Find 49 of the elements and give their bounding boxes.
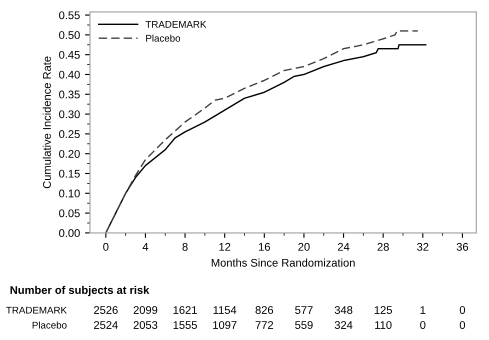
text: 1 [420,306,426,314]
x-tick-label: 28 [378,242,389,251]
text: 1621 [174,306,197,314]
y-tick-label: 0.40 [59,70,80,79]
text: 0 [460,321,466,329]
text: 772 [256,321,274,329]
y-axis-title: Cumulative Incidence Rate [42,56,51,188]
x-tick-label: 32 [417,242,428,251]
y-tick-label: 0.05 [59,209,80,218]
text: Placebo [32,321,67,329]
text: TRADEMARK [6,306,67,314]
y-tick-label: 0.00 [59,229,80,238]
x-tick-label: 16 [258,242,270,251]
y-tick-label: 0.45 [59,50,80,59]
x-axis-title: Months Since Randomization [212,258,355,267]
text: 324 [334,321,352,329]
y-tick-label: 0.10 [59,190,80,198]
legend-label: TRADEMARK [146,21,206,28]
text: 1555 [174,321,197,329]
text: 2099 [134,306,158,314]
x-tick-label: 8 [182,242,188,251]
text: 348 [334,306,352,314]
text: 110 [375,321,392,329]
text: 1097 [213,321,236,329]
text: 2053 [134,321,158,329]
x-tick-label: 36 [456,242,468,251]
x-tick-label: 20 [298,242,310,251]
text: 559 [295,321,313,329]
x-tick-label: 0 [103,242,108,251]
text: 2526 [94,306,118,314]
x-tick-label: 24 [338,242,350,251]
y-tick-label: 0.50 [59,31,80,40]
x-tick-label: 12 [219,242,230,251]
text: 577 [295,306,313,314]
y-tick-label: 0.15 [59,170,80,178]
text: 125 [374,306,392,314]
y-tick-label: 0.20 [59,150,80,158]
x-tick-label: 4 [142,243,148,251]
text: Number of subjects at risk [10,286,150,296]
text: 826 [256,306,274,314]
y-tick-label: 0.30 [59,110,80,118]
y-tick-label: 0.55 [59,11,80,20]
y-tick-label: 0.35 [59,90,80,98]
text: 0 [460,306,466,314]
text: 2524 [94,321,118,329]
text: 1154 [214,306,236,314]
text: 0 [420,321,426,329]
legend-label: Placebo [146,34,180,42]
y-tick-label: 0.25 [59,130,80,138]
